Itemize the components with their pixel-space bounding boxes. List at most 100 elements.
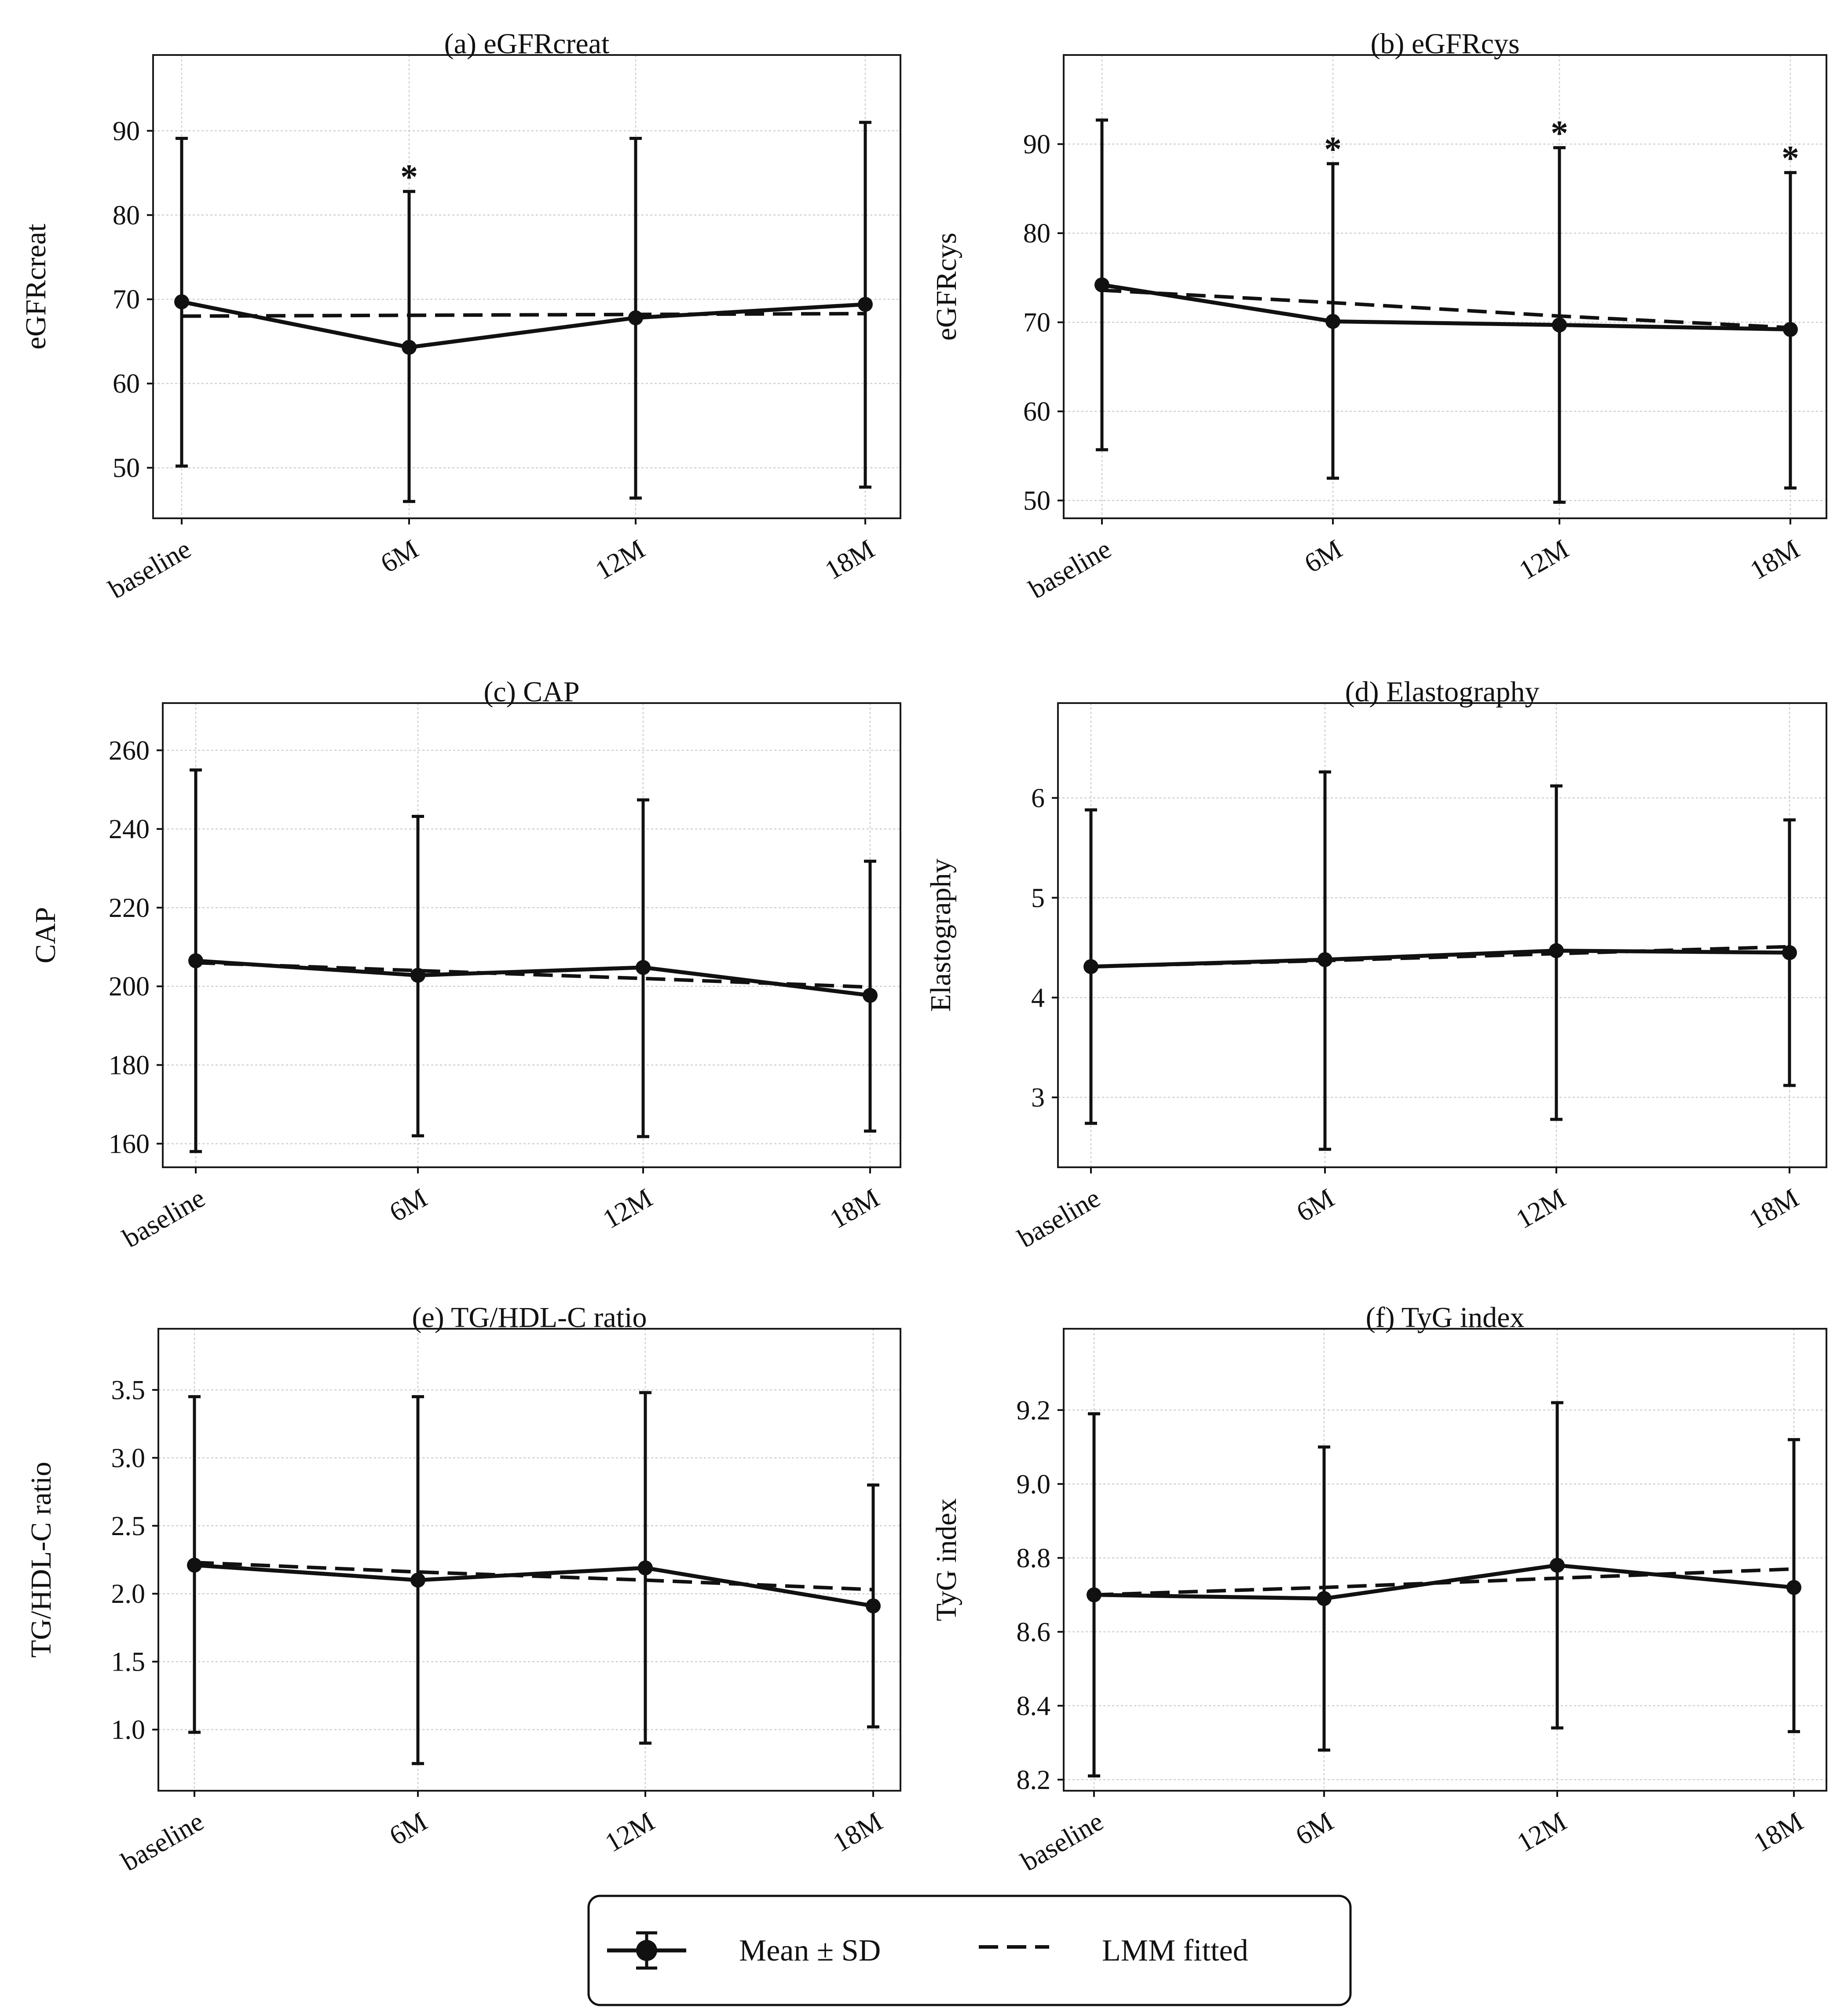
y-tick-label: 70 (1023, 308, 1050, 338)
x-tick-label: 12M (1511, 1183, 1570, 1235)
x-tick-label: 18M (828, 1807, 887, 1858)
y-tick-label: 8.8 (1017, 1543, 1051, 1573)
y-tick-label: 8.2 (1017, 1765, 1051, 1795)
y-tick-label: 3.0 (111, 1443, 146, 1473)
mean-point (187, 1558, 202, 1573)
mean-point (188, 953, 203, 968)
plot-frame (157, 1328, 901, 1792)
panel-title: (c) CAP (483, 676, 579, 708)
lmm-fitted-line (1101, 288, 1791, 330)
mean-point (638, 1560, 653, 1576)
legend-mean-label: Mean ± SD (739, 1934, 881, 1968)
y-tick-label: 2.5 (111, 1511, 146, 1541)
mean-point (1087, 1587, 1101, 1602)
mean-point (1325, 314, 1340, 329)
y-tick-label: 60 (1023, 397, 1050, 427)
mean-point (1783, 322, 1798, 337)
mean-line (1091, 949, 1790, 969)
legend: Mean ± SD LMM fitted (587, 1895, 1352, 2006)
mean-point (866, 1598, 881, 1613)
legend-box (587, 1895, 1352, 2006)
mean-point (1317, 952, 1332, 968)
mean-point (863, 988, 878, 1003)
y-tick-label: 240 (109, 814, 150, 844)
y-axis-label: eGFRcreat (20, 224, 52, 350)
panel-title: (f) TyG index (1366, 1301, 1525, 1334)
x-tick-label: 6M (1291, 1807, 1339, 1851)
significance-marker: * (400, 158, 418, 197)
y-tick-label: 200 (109, 972, 150, 1002)
y-tick-label: 2.0 (111, 1579, 146, 1609)
y-tick-label: 6 (1031, 784, 1045, 814)
panel-5: 1.0 1.5 2.0 2.5 3.0 3.5 (e) TG/HDL-C ratio TG/H… (25, 1301, 901, 1877)
x-tick-label: 18M (1749, 1807, 1808, 1858)
y-tick-label: 9.0 (1017, 1470, 1051, 1499)
x-tick-label: 18M (1744, 1183, 1804, 1235)
mean-point (858, 297, 873, 312)
y-tick-label: 8.6 (1017, 1617, 1051, 1647)
mean-point (1550, 1558, 1565, 1573)
y-axis-label: TG/HDL-C ratio (25, 1462, 57, 1657)
mean-line (181, 300, 866, 349)
x-tick-label: 12M (1512, 1807, 1571, 1858)
x-tick-label: baseline (117, 1807, 209, 1877)
mean-point (410, 968, 425, 983)
panel-title: (a) eGFRcreat (444, 28, 610, 60)
x-tick-label: 6M (376, 534, 424, 579)
y-tick-label: 1.5 (111, 1647, 146, 1677)
y-tick-label: 60 (113, 369, 140, 399)
y-tick-label: 90 (113, 116, 140, 146)
mean-line (1101, 283, 1791, 332)
lmm-fitted-line (194, 1561, 874, 1591)
plot-frame (1063, 1328, 1827, 1792)
significance-marker: * (1551, 114, 1568, 153)
panel-title: (e) TG/HDL-C ratio (412, 1301, 647, 1334)
x-tick-label: 6M (384, 1807, 432, 1851)
x-tick-label: 18M (820, 534, 879, 586)
mean-point (410, 1572, 425, 1588)
x-tick-label: baseline (1024, 534, 1116, 605)
y-axis-label: TyG index (930, 1498, 962, 1621)
panel-3: 160 180 200 220 240 260 (c) CAP CAP baseline 6M 12… (29, 676, 901, 1254)
y-tick-label: 180 (109, 1051, 150, 1081)
panel-6: 8.2 8.4 8.6 8.8 9.0 9.2 (f) TyG index TyG index… (930, 1301, 1827, 1877)
x-tick-label: baseline (104, 534, 196, 605)
plot-frame (162, 702, 901, 1168)
y-tick-label: 160 (109, 1129, 150, 1159)
x-tick-label: 12M (598, 1183, 657, 1235)
plot-frame (1057, 702, 1827, 1168)
mean-point (174, 294, 189, 309)
panel-4: 3 4 5 6 (d) Elastography Elastography baseline… (925, 676, 1827, 1254)
x-tick-label: 12M (600, 1807, 659, 1858)
y-tick-label: 50 (113, 453, 140, 483)
lmm-fitted-line (181, 312, 866, 318)
y-tick-label: 4 (1031, 983, 1045, 1013)
y-tick-label: 3.5 (111, 1375, 146, 1405)
x-tick-label: baseline (1013, 1183, 1105, 1254)
mean-point (1083, 959, 1098, 974)
mean-point (1552, 317, 1567, 333)
chart-panels: 50 60 70 80 90 (a) eGFRcreat eGFRcreat baseline… (20, 28, 1827, 1877)
x-tick-label: baseline (1016, 1807, 1109, 1877)
x-tick-label: 6M (1292, 1183, 1339, 1228)
plot-frame (152, 54, 901, 519)
panel-1: 50 60 70 80 90 (a) eGFRcreat eGFRcreat baseline… (20, 28, 901, 605)
panel-2: 50 60 70 80 90 (b) eGFRcys eGFRcys baseline 6M 12… (930, 28, 1827, 605)
y-tick-label: 80 (113, 201, 140, 231)
legend-lmm-label: LMM fitted (1102, 1934, 1248, 1968)
y-tick-label: 3 (1031, 1083, 1045, 1113)
plot-frame (1063, 54, 1827, 519)
x-tick-label: baseline (118, 1183, 210, 1254)
panel-title: (b) eGFRcys (1370, 28, 1519, 60)
y-tick-label: 8.4 (1017, 1691, 1051, 1721)
x-tick-label: 6M (1299, 534, 1347, 579)
mean-line (1094, 1563, 1794, 1601)
panel-title: (d) Elastography (1345, 676, 1540, 708)
y-axis-label: eGFRcys (930, 233, 962, 341)
x-tick-label: 12M (590, 534, 650, 586)
y-tick-label: 9.2 (1017, 1396, 1051, 1426)
mean-point (636, 960, 651, 975)
mean-line (195, 959, 871, 997)
y-tick-label: 50 (1023, 486, 1050, 516)
x-tick-label: 18M (1745, 534, 1804, 586)
